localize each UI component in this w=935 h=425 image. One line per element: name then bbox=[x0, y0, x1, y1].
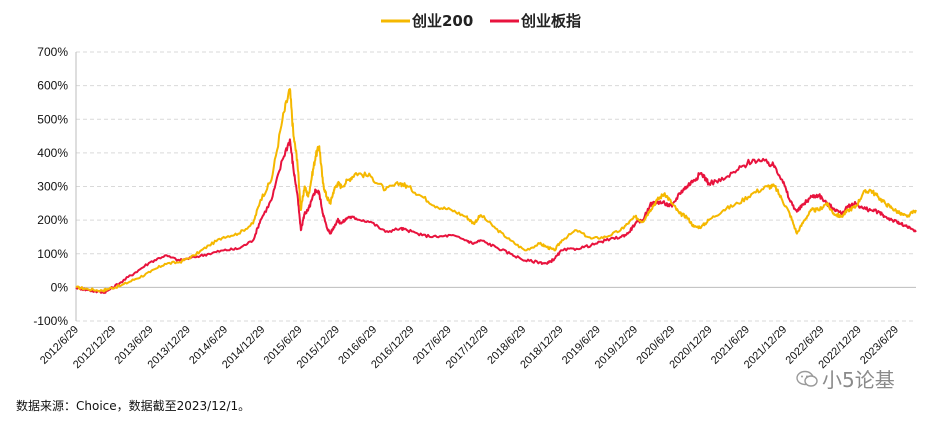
chart-gridlines bbox=[76, 51, 916, 322]
watermark: 小5论基 bbox=[796, 364, 895, 393]
watermark-text: 小5论基 bbox=[822, 368, 895, 392]
y-tick-label: -100% bbox=[33, 314, 68, 328]
y-axis: -100% 0% 100% 200% 300% 400% 500% 600% 700% bbox=[33, 45, 77, 328]
y-tick-label: 600% bbox=[37, 79, 68, 93]
legend-label-chuangyebanzhi: 创业板指 bbox=[520, 12, 581, 30]
y-tick-label: 100% bbox=[37, 247, 68, 261]
chart-legend: 创业200 创业板指 bbox=[381, 12, 581, 30]
series-line-chuangyebanzhi bbox=[75, 138, 917, 295]
y-tick-label: 300% bbox=[37, 180, 68, 194]
legend-label-chuangye200: 创业200 bbox=[411, 12, 473, 30]
y-tick-label: 700% bbox=[37, 45, 68, 59]
plot-area bbox=[75, 88, 917, 295]
y-tick-label: 500% bbox=[37, 112, 68, 126]
y-tick-label: 200% bbox=[37, 213, 68, 227]
wechat-icon bbox=[796, 370, 818, 387]
x-axis: 2012/6/292012/12/292013/6/292013/12/2920… bbox=[38, 324, 901, 371]
y-tick-label: 0% bbox=[51, 280, 69, 294]
source-note: 数据来源：Choice，数据截至2023/12/1。 bbox=[16, 399, 251, 413]
y-tick-label: 400% bbox=[37, 146, 68, 160]
x-tick-label: 2023/6/29 bbox=[858, 324, 901, 367]
series-line-chuangye200 bbox=[75, 88, 917, 293]
